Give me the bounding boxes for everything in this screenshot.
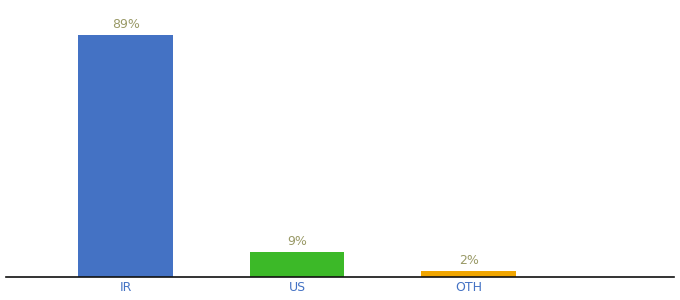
Bar [78, 35, 173, 277]
Bar [250, 252, 344, 277]
Text: 9%: 9% [287, 235, 307, 248]
Text: 89%: 89% [112, 18, 139, 31]
Text: 2%: 2% [459, 254, 479, 267]
Bar [422, 271, 516, 277]
